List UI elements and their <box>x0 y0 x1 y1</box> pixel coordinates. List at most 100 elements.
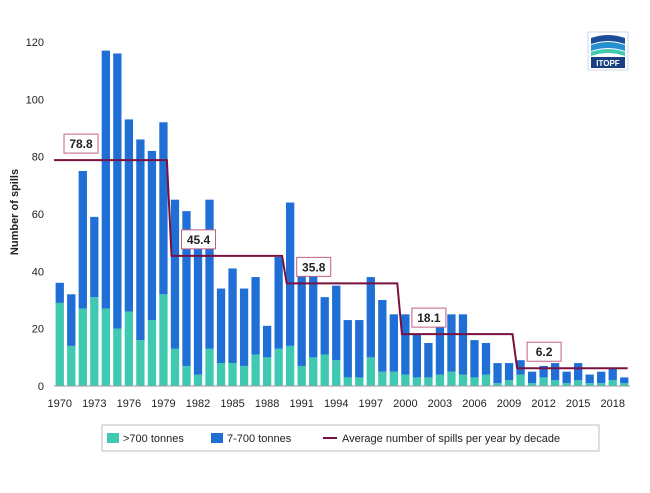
bar-7-700-1991 <box>297 271 306 366</box>
itopf-logo: ITOPF <box>587 31 629 71</box>
bar-7-700-2003 <box>435 320 445 375</box>
bar-over-700-2003 <box>435 374 445 386</box>
wave-icon <box>591 35 625 44</box>
bar-7-700-1972 <box>78 171 87 309</box>
bar-over-700-1981 <box>182 365 191 386</box>
bar-over-700-2009 <box>504 380 514 386</box>
average-line <box>54 159 628 370</box>
bar-7-700-2000 <box>401 314 410 375</box>
bars-group <box>55 50 629 386</box>
bar-7-700-2004 <box>447 314 456 372</box>
y-axis-label: Number of spills <box>9 169 21 255</box>
bar-7-700-2019 <box>620 377 629 384</box>
x-tick-label: 2018 <box>600 398 624 410</box>
logo-text: ITOPF <box>596 59 620 68</box>
bar-over-700-2005 <box>458 374 468 386</box>
bar-over-700-2016 <box>585 383 594 386</box>
bar-over-700-2010 <box>516 374 525 386</box>
bar-over-700-1991 <box>297 365 306 386</box>
x-tick-label: 1976 <box>117 398 141 410</box>
x-tick-label: 2009 <box>497 398 521 410</box>
x-tick-label: 1970 <box>48 398 72 410</box>
bar-7-700-2001 <box>412 334 422 378</box>
bar-7-700-1985 <box>228 268 237 364</box>
bar-over-700-2019 <box>620 383 629 386</box>
bar-over-700-1976 <box>124 311 134 386</box>
bar-7-700-1982 <box>193 242 203 375</box>
bar-over-700-1980 <box>170 348 180 386</box>
y-tick-label: 120 <box>26 37 44 49</box>
bar-over-700-1999 <box>389 371 398 386</box>
bar-7-700-2007 <box>481 343 491 375</box>
bar-over-700-2007 <box>481 374 491 386</box>
bar-over-700-1995 <box>343 377 352 386</box>
bar-over-700-1985 <box>228 363 237 386</box>
bar-7-700-2002 <box>424 343 433 378</box>
bar-7-700-1986 <box>239 288 249 366</box>
bar-7-700-1994 <box>332 285 341 361</box>
bar-over-700-1983 <box>205 348 214 386</box>
bar-over-700-1974 <box>101 308 110 386</box>
bar-over-700-1971 <box>67 345 76 386</box>
x-tick-label: 2000 <box>393 398 417 410</box>
bar-7-700-1979 <box>159 122 168 295</box>
bar-7-700-1971 <box>67 294 76 346</box>
bar-7-700-2012 <box>539 365 548 378</box>
bar-over-700-1979 <box>159 294 168 386</box>
average-label: 45.4 <box>187 233 211 247</box>
y-tick-label: 80 <box>32 152 44 164</box>
x-tick-label: 2015 <box>566 398 590 410</box>
average-label-box <box>296 256 332 277</box>
y-axis: 0 20 40 60 80 100 120 <box>26 37 44 393</box>
bar-over-700-1996 <box>355 377 364 386</box>
bar-over-700-2006 <box>470 377 479 386</box>
x-tick-label: 2006 <box>462 398 486 410</box>
bar-7-700-1973 <box>90 216 99 298</box>
bar-7-700-1996 <box>355 320 364 378</box>
y-tick-label: 40 <box>32 266 44 278</box>
bar-7-700-1980 <box>170 199 180 349</box>
bar-7-700-2017 <box>597 371 606 384</box>
x-axis: 1970 1973 1976 1979 1982 1985 1988 1991 1994 1997… <box>48 385 630 410</box>
x-tick-label: 1988 <box>255 398 279 410</box>
average-line-group: 78.8 45.4 35.8 18.1 6.2 <box>54 133 628 370</box>
bar-over-700-1970 <box>55 302 64 386</box>
x-tick-label: 1997 <box>359 398 383 410</box>
bar-7-700-1981 <box>182 211 191 366</box>
bar-7-700-2011 <box>527 371 537 384</box>
bar-7-700-1998 <box>378 300 387 372</box>
x-tick-label: 1991 <box>289 398 313 410</box>
average-label-box <box>181 229 217 250</box>
x-tick-label: 2003 <box>428 398 452 410</box>
legend-swatch <box>211 433 223 443</box>
bar-7-700-1990 <box>286 202 295 346</box>
bar-7-700-2016 <box>585 374 594 384</box>
bar-7-700-1976 <box>124 119 134 312</box>
y-tick-label: 100 <box>26 94 44 106</box>
average-label: 18.1 <box>417 311 441 325</box>
bar-over-700-1992 <box>309 357 318 386</box>
bar-7-700-1997 <box>366 277 375 358</box>
x-tick-label: 2012 <box>531 398 555 410</box>
x-tick-label: 1985 <box>220 398 244 410</box>
x-tick-label: 1973 <box>82 398 106 410</box>
y-tick-label: 60 <box>32 209 44 221</box>
bar-over-700-1986 <box>239 365 249 386</box>
bar-over-700-1982 <box>193 374 203 386</box>
bar-over-700-1977 <box>136 340 145 386</box>
bar-7-700-1988 <box>262 325 272 358</box>
bar-7-700-2008 <box>493 363 502 384</box>
bar-over-700-1987 <box>251 354 260 386</box>
x-tick-label: 1994 <box>324 398 348 410</box>
bar-over-700-2011 <box>527 383 537 386</box>
bar-7-700-2014 <box>562 371 571 384</box>
bar-7-700-2015 <box>574 363 583 381</box>
bar-over-700-2008 <box>493 383 502 386</box>
bar-over-700-1972 <box>78 308 87 386</box>
bar-7-700-1984 <box>216 288 226 364</box>
bar-7-700-1993 <box>320 297 329 355</box>
bar-7-700-1987 <box>251 277 260 355</box>
bar-7-700-1975 <box>113 53 122 329</box>
bar-over-700-1998 <box>378 371 387 386</box>
